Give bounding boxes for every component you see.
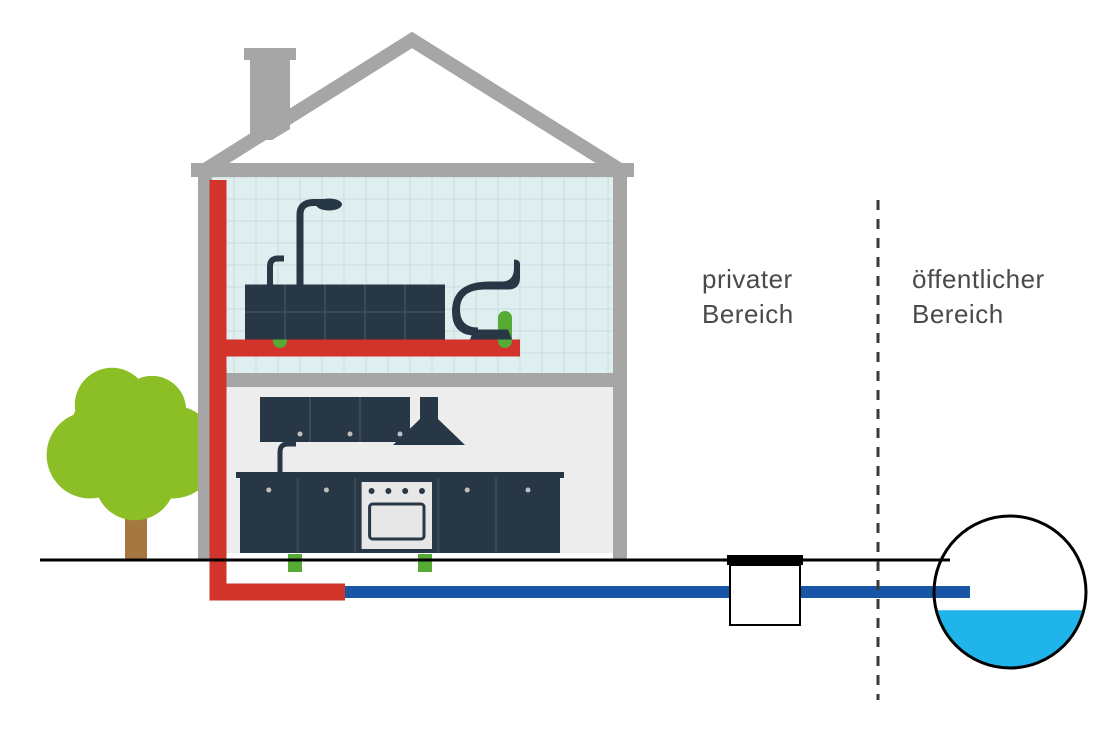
label-private-line2: Bereich: [702, 299, 794, 329]
house-plumbing-diagram: [0, 0, 1112, 746]
label-public: öffentlicher Bereich: [912, 262, 1045, 332]
label-public-line1: öffentlicher: [912, 264, 1045, 294]
diagram-stage: privater Bereich öffentlicher Bereich: [0, 0, 1112, 746]
drain-kitchen-left: [288, 554, 302, 572]
inspection-chamber-cap: [727, 555, 803, 565]
label-private: privater Bereich: [702, 262, 794, 332]
sewer-water: [934, 610, 1086, 668]
tree-canopy: [47, 368, 219, 521]
label-public-line2: Bereich: [912, 299, 1004, 329]
inspection-chamber: [730, 565, 800, 625]
shower-head-icon: [316, 199, 342, 211]
upper-cabinets: [260, 397, 410, 442]
drain-kitchen-right: [418, 554, 432, 572]
label-private-line1: privater: [702, 264, 793, 294]
chimney-cap: [244, 48, 296, 60]
